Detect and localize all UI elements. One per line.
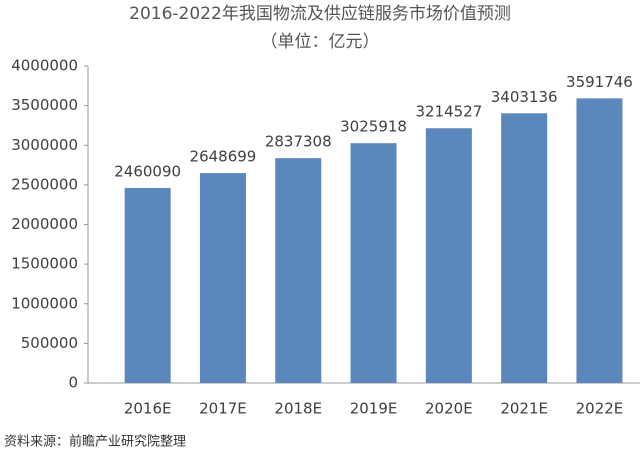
value-label: 2837308: [265, 133, 332, 151]
bar: [124, 188, 171, 383]
value-label: 3403136: [491, 88, 558, 106]
y-tick-label: 0: [68, 374, 78, 392]
bar: [576, 98, 623, 383]
bar: [425, 128, 472, 383]
value-label: 2648699: [190, 148, 257, 166]
y-tick-label: 500000: [21, 334, 78, 352]
value-label: 3025918: [340, 118, 407, 136]
bar: [199, 173, 246, 383]
y-tick-label: 1000000: [11, 294, 78, 312]
x-tick-label: 2021E: [500, 400, 548, 418]
y-tick-label: 2000000: [11, 215, 78, 233]
x-tick-label: 2017E: [199, 400, 247, 418]
x-tick-label: 2018E: [274, 400, 322, 418]
bar: [350, 143, 397, 383]
x-tick-label: 2019E: [350, 400, 398, 418]
x-tick-label: 2020E: [425, 400, 473, 418]
y-tick-label: 3000000: [11, 136, 78, 154]
x-tick-label: 2016E: [124, 400, 172, 418]
y-tick-label: 3500000: [11, 96, 78, 114]
value-label: 3591746: [566, 73, 633, 91]
chart-subtitle: （单位：亿元）: [261, 32, 380, 52]
chart-title: 2016-2022年我国物流及供应链服务市场价值预测: [129, 4, 511, 24]
y-tick-label: 2500000: [11, 175, 78, 193]
bar: [501, 113, 548, 383]
x-tick-label: 2022E: [576, 400, 624, 418]
bar: [275, 158, 322, 383]
value-label: 3214527: [415, 103, 482, 121]
value-label: 2460090: [114, 163, 181, 181]
y-tick-label: 4000000: [11, 57, 78, 75]
source-note: 资料来源：前瞻产业研究院整理: [4, 434, 186, 450]
y-tick-label: 1500000: [11, 255, 78, 273]
